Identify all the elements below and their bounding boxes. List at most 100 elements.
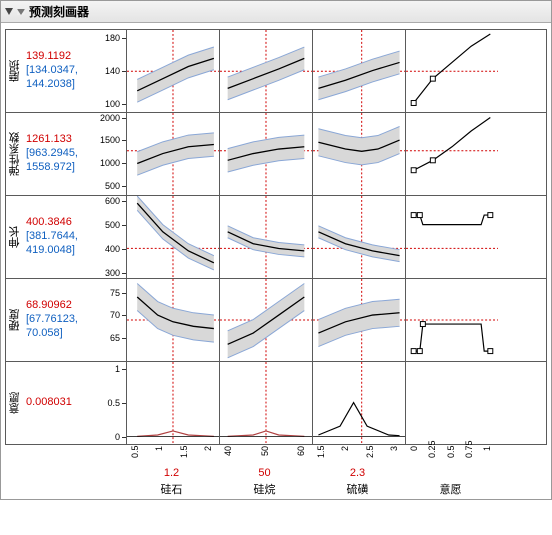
plot-cell[interactable] (312, 30, 405, 112)
x-tick-label: 1.5 (316, 446, 326, 458)
factor-current-value[interactable]: 2.3 (311, 467, 404, 479)
plot-cell[interactable] (126, 30, 219, 112)
plot-cell[interactable] (126, 362, 219, 444)
plot-row: 弹性系数1261.133[963.2945,1558.972]500100015… (6, 113, 546, 196)
plot-cell[interactable] (405, 30, 498, 112)
x-ticks: 0.5 1 1.5 2 (125, 447, 218, 457)
dropdown-icon[interactable] (17, 9, 25, 15)
x-tick-label: 1 (154, 446, 164, 458)
plot-cell[interactable] (312, 196, 405, 278)
response-value-block: 1261.133[963.2945,1558.972] (24, 113, 96, 195)
y-tick-label: 100 (105, 99, 120, 109)
y-tick-label: 70 (110, 310, 120, 320)
title-bar[interactable]: 预测刻画器 (1, 1, 551, 23)
response-value: 400.3846 (26, 216, 94, 230)
plot-cell[interactable] (312, 113, 405, 195)
plot-row: 伸长400.3846[381.7644,419.0048]30040050060… (6, 196, 546, 279)
plot-cell[interactable] (219, 113, 312, 195)
response-value: 0.008031 (26, 396, 94, 410)
plot-grid: 磨损139.1192[134.0347,144.2038] 100 140 180 弹性… (5, 29, 547, 445)
y-tick-label: 140 (105, 66, 120, 76)
factor-current-value[interactable]: 1.2 (125, 467, 218, 479)
plot-cell[interactable] (405, 196, 498, 278)
profiler-window: 预测刻画器 磨损139.1192[134.0347,144.2038]10014… (0, 0, 552, 500)
plot-cell[interactable] (219, 362, 312, 444)
y-tick-label: 75 (110, 288, 120, 298)
x-tick-label: 2 (340, 446, 350, 458)
x-tick-label: 1.5 (179, 446, 189, 458)
y-tick-label: 0.5 (107, 398, 120, 408)
x-axis-row: 0.511.521.2硅石40506050硅烷1.522.532.3硫磺00.2… (5, 445, 547, 497)
x-tick-label: 0.5 (130, 446, 140, 458)
x-tick-label: 0.25 (427, 446, 437, 458)
x-ticks: 0 0.25 0.5 0.75 1 (404, 447, 497, 457)
x-tick-label: 1 (482, 446, 492, 458)
x-tick-label: 0.75 (464, 446, 474, 458)
plot-row: 硬度68.90962[67.76123,70.058] 65 70 75 (6, 279, 546, 362)
response-ci: [67.76123,70.058] (26, 313, 94, 341)
plot-cell[interactable] (126, 279, 219, 361)
plot-cell[interactable] (405, 113, 498, 195)
response-ci: [381.7644,419.0048] (26, 230, 94, 258)
factor-label: 意愿 (404, 481, 497, 497)
x-tick-label: 2 (203, 446, 213, 458)
response-value: 139.1192 (26, 50, 94, 64)
factor-current-value[interactable]: 50 (218, 467, 311, 479)
x-ticks: 1.5 2 2.5 3 (311, 447, 404, 457)
plot-cell[interactable] (405, 362, 498, 444)
x-axis-cell: 40 50 60 50 硅烷 (218, 445, 311, 497)
x-tick-label: 2.5 (365, 446, 375, 458)
plot-cell[interactable] (126, 196, 219, 278)
y-tick-col: 300400500600 (96, 196, 126, 278)
x-tick-label: 0.5 (446, 446, 456, 458)
y-tick-label: 600 (105, 196, 120, 206)
plot-cell[interactable] (126, 113, 219, 195)
x-axis-cell: 1.5 2 2.5 3 2.3 硫磺 (311, 445, 404, 497)
plot-cell[interactable] (312, 362, 405, 444)
plot-area: 磨损139.1192[134.0347,144.2038]100140180弹性… (1, 23, 551, 499)
y-tick-label: 65 (110, 333, 120, 343)
plot-cell[interactable] (219, 30, 312, 112)
response-label: 弹性系数 (7, 132, 23, 176)
response-label: 硬度 (7, 309, 23, 331)
y-tick-col: 65 70 75 (96, 279, 126, 361)
response-label: 磨损 (7, 60, 23, 82)
plot-cell[interactable] (405, 279, 498, 361)
plot-cell[interactable] (219, 279, 312, 361)
y-tick-label: 1000 (100, 158, 120, 168)
response-value-block: 139.1192[134.0347,144.2038] (24, 30, 96, 112)
plot-row: 磨损139.1192[134.0347,144.2038] 100 140 180 (6, 30, 546, 113)
response-value: 1261.133 (26, 133, 94, 147)
x-axis-cell: 0.511.521.2硅石 (125, 445, 218, 497)
x-tick-label: 0 (409, 446, 419, 458)
y-tick-col: 500100015002000 (96, 113, 126, 195)
response-label: 伸长 (7, 226, 23, 248)
y-tick-label: 0 (115, 432, 120, 442)
disclosure-triangle-icon[interactable] (5, 8, 13, 15)
x-ticks: 40 50 60 (218, 447, 311, 457)
factor-label: 硫磺 (311, 481, 404, 497)
response-ci: [134.0347,144.2038] (26, 64, 94, 92)
y-tick-label: 300 (105, 268, 120, 278)
x-tick-label: 50 (260, 446, 270, 458)
x-tick-label: 60 (296, 446, 306, 458)
y-tick-col: 00.51 (96, 362, 126, 444)
y-tick-label: 500 (105, 181, 120, 191)
response-value-block: 68.90962[67.76123,70.058] (24, 279, 96, 361)
response-ci: [963.2945,1558.972] (26, 147, 94, 175)
plot-row: 意愿0.00803100.51 (6, 362, 546, 444)
response-value: 68.90962 (26, 299, 94, 313)
y-tick-label: 1 (115, 364, 120, 374)
x-tick-label: 3 (389, 446, 399, 458)
x-axis-cell: 0 0.25 0.5 0.75 1 意愿 (404, 445, 497, 497)
factor-label: 硅烷 (218, 481, 311, 497)
y-tick-col: 100 140 180 (96, 30, 126, 112)
plot-cell[interactable] (219, 196, 312, 278)
window-title: 预测刻画器 (29, 3, 89, 20)
y-tick-label: 500 (105, 220, 120, 230)
response-value-block: 400.3846[381.7644,419.0048] (24, 196, 96, 278)
response-label: 意愿 (7, 392, 23, 414)
y-tick-label: 180 (105, 33, 120, 43)
x-tick-label: 40 (223, 446, 233, 458)
plot-cell[interactable] (312, 279, 405, 361)
